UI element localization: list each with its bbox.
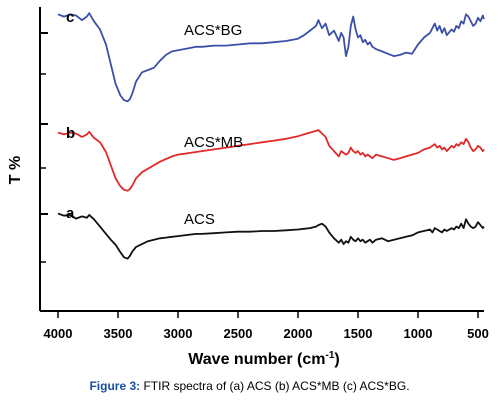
x-axis-title: Wave number (cm-1) bbox=[188, 350, 339, 368]
panel-letter-a: a bbox=[66, 205, 75, 222]
series-label-acs-bg: ACS*BG bbox=[184, 22, 242, 39]
panel-letter-b: b bbox=[66, 125, 75, 142]
figure-caption: Figure 3: FTIR spectra of (a) ACS (b) AC… bbox=[0, 379, 499, 393]
panel-letter-c: c bbox=[66, 9, 74, 26]
series-label-acs-mb: ACS*MB bbox=[184, 134, 243, 151]
x-tick-label: 500 bbox=[467, 326, 489, 341]
x-tick-label: 1000 bbox=[404, 326, 433, 341]
x-tick-label: 3500 bbox=[104, 326, 133, 341]
series-layer bbox=[57, 12, 485, 260]
y-axis-title: T % bbox=[7, 156, 24, 184]
x-tick-label: 2500 bbox=[224, 326, 253, 341]
caption-label: Figure 3: bbox=[89, 379, 141, 393]
x-axis-title-main: Wave number (cm bbox=[188, 351, 325, 368]
x-ticks: 4000 3500 3000 2500 2000 1500 1000 500 bbox=[44, 311, 489, 341]
caption-text: FTIR spectra of (a) ACS (b) ACS*MB (c) A… bbox=[140, 379, 410, 393]
x-tick-label: 4000 bbox=[44, 326, 73, 341]
series-line-b bbox=[57, 129, 485, 192]
x-tick-label: 3000 bbox=[164, 326, 193, 341]
series-line-a bbox=[57, 212, 485, 260]
x-axis-title-close: ) bbox=[334, 351, 339, 368]
series-label-acs: ACS bbox=[184, 211, 215, 228]
x-axis-title-sup: -1 bbox=[325, 350, 334, 361]
x-tick-label: 1500 bbox=[344, 326, 373, 341]
series-line-c bbox=[57, 12, 485, 103]
x-tick-label: 2000 bbox=[284, 326, 313, 341]
